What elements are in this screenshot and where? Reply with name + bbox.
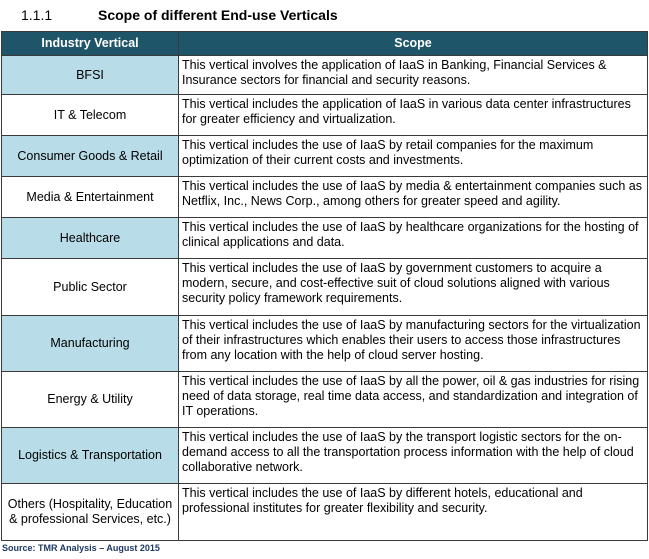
table-row: BFSI This vertical involves the applicati… — [1, 55, 648, 95]
vertical-cell: Others (Hospitality, Education & profess… — [1, 483, 179, 541]
table-row: Others (Hospitality, Education & profess… — [1, 483, 648, 541]
scope-cell: This vertical includes the use of IaaS b… — [178, 315, 648, 372]
source-note: Source: TMR Analysis – August 2015 — [2, 543, 160, 553]
vertical-cell: Healthcare — [1, 217, 179, 259]
scope-cell: This vertical includes the use of IaaS b… — [178, 176, 648, 218]
table-row: Public Sector This vertical includes the … — [1, 258, 648, 316]
scope-cell: This vertical includes the application o… — [178, 94, 648, 136]
section-title: Scope of different End-use Verticals — [98, 7, 338, 23]
scope-cell: This vertical includes the use of IaaS b… — [178, 371, 648, 428]
vertical-cell: Media & Entertainment — [1, 176, 179, 218]
vertical-cell: IT & Telecom — [1, 94, 179, 136]
column-header: Scope — [178, 31, 648, 56]
scope-cell: This vertical includes the use of IaaS b… — [178, 135, 648, 177]
vertical-cell: Consumer Goods & Retail — [1, 135, 179, 177]
table-row: Energy & Utility This vertical includes t… — [1, 371, 648, 428]
table-row: IT & Telecom This vertical includes the a… — [1, 94, 648, 136]
scope-cell: This vertical includes the use of IaaS b… — [178, 217, 648, 259]
table-row: Logistics & Transportation This vertical … — [1, 427, 648, 484]
verticals-table: Industry Vertical Scope BFSI This vertica… — [1, 31, 648, 541]
table-row: Consumer Goods & Retail This vertical inc… — [1, 135, 648, 177]
vertical-cell: Manufacturing — [1, 315, 179, 372]
scope-cell: This vertical includes the use of IaaS b… — [178, 427, 648, 484]
scope-cell: This vertical involves the application o… — [178, 55, 648, 95]
table-row: Healthcare This vertical includes the use… — [1, 217, 648, 259]
vertical-cell: Energy & Utility — [1, 371, 179, 428]
scope-cell: This vertical includes the use of IaaS b… — [178, 483, 648, 541]
scope-cell: This vertical includes the use of IaaS b… — [178, 258, 648, 316]
table-row: Media & Entertainment This vertical inclu… — [1, 176, 648, 218]
section-number: 1.1.1 — [21, 7, 53, 23]
vertical-cell: BFSI — [1, 55, 179, 95]
header-row: Industry Vertical Scope — [1, 31, 648, 56]
column-header: Industry Vertical — [1, 31, 179, 56]
vertical-cell: Logistics & Transportation — [1, 427, 179, 484]
vertical-cell: Public Sector — [1, 258, 179, 316]
table-row: Manufacturing This vertical includes the … — [1, 315, 648, 372]
section-heading: 1.1.1 Scope of different End-use Vertica… — [0, 5, 649, 27]
